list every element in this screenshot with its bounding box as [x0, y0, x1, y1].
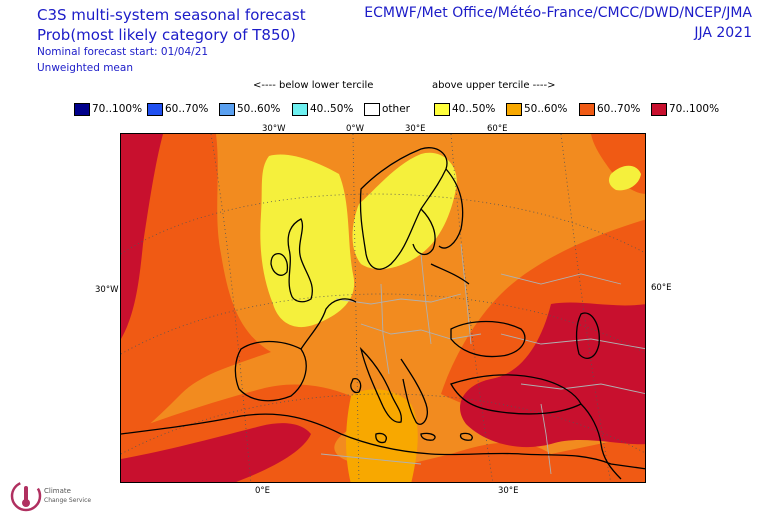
region-red-west	[121, 134, 163, 339]
border-line	[380, 283, 390, 375]
legend-item: 70..100%	[74, 101, 142, 117]
coastline	[375, 432, 387, 444]
coastline	[350, 378, 362, 394]
lon-label-bottom: 30°E	[498, 486, 519, 496]
legend-swatch	[506, 102, 522, 116]
legend-label: 40..50%	[310, 103, 354, 115]
legend-label: 60..70%	[165, 103, 209, 115]
forecast-variable: Prob(most likely category of T850)	[37, 26, 296, 44]
lon-label: 60°E	[487, 124, 508, 134]
mean-type: Unweighted mean	[37, 62, 133, 74]
coastline	[459, 432, 473, 441]
legend-item: 60..70%	[147, 101, 208, 117]
region-yellow-atlantic	[260, 154, 355, 328]
graticule-line	[210, 134, 252, 482]
coastline	[400, 358, 428, 425]
coastline	[420, 432, 436, 441]
legend-swatch	[651, 102, 667, 116]
legend-label: 50..60%	[524, 103, 568, 115]
lat-label-left: 30°W	[95, 285, 119, 295]
region-dark-orange-west	[121, 134, 271, 444]
contributing-centres: ECMWF/Met Office/Météo-France/CMCC/DWD/N…	[364, 5, 752, 21]
map-borders	[320, 243, 645, 475]
legend-label: 70..100%	[92, 103, 143, 115]
coastline	[270, 253, 289, 276]
legend-swatch	[219, 102, 235, 116]
lon-label: 30°E	[405, 124, 426, 134]
legend-swatch	[74, 102, 90, 116]
legend-item: other	[364, 101, 410, 117]
coastline	[430, 263, 470, 285]
copernicus-c3s-logo: Climate Change Service	[4, 478, 104, 518]
border-line	[500, 273, 622, 285]
map-canvas	[121, 134, 645, 482]
legend-swatch	[147, 102, 163, 116]
border-line	[460, 243, 472, 345]
legend: 70..100% 60..70% 50..60% 40..50% other 40..50…	[74, 101, 724, 117]
legend-above-caption: above upper tercile ---->	[432, 80, 556, 91]
thermometer-icon	[22, 486, 30, 507]
border-line	[360, 323, 482, 340]
coastline	[234, 340, 307, 402]
lat-label-right: 60°E	[651, 283, 672, 293]
svg-text:Climate: Climate	[44, 487, 71, 495]
coastline	[121, 413, 645, 470]
legend-swatch	[434, 102, 450, 116]
coastline	[580, 403, 622, 480]
legend-label: 40..50%	[452, 103, 496, 115]
legend-item: 50..60%	[219, 101, 280, 117]
graticule-line	[450, 134, 494, 482]
legend-label: other	[382, 103, 410, 115]
border-line	[335, 293, 462, 305]
legend-item: 60..70%	[579, 101, 640, 117]
lon-label-bottom: 0°E	[255, 486, 271, 496]
map-coastlines	[121, 147, 645, 480]
coastline	[450, 320, 526, 358]
legend-below-caption: <---- below lower tercile	[253, 80, 374, 91]
legend-label: 60..70%	[597, 103, 641, 115]
forecast-title: C3S multi-system seasonal forecast	[37, 6, 306, 24]
legend-label: 50..60%	[237, 103, 281, 115]
legend-swatch	[579, 102, 595, 116]
legend-label: 70..100%	[669, 103, 720, 115]
forecast-map	[120, 133, 646, 483]
coastline	[359, 346, 402, 423]
legend-item: 40..50%	[292, 101, 353, 117]
coastline	[287, 218, 313, 303]
legend-swatch	[292, 102, 308, 116]
legend-item: 40..50%	[434, 101, 495, 117]
border-line	[320, 453, 422, 465]
coastline	[300, 298, 357, 350]
region-yellow-northeast	[608, 165, 641, 191]
lon-label: 0°W	[346, 124, 365, 134]
border-line	[420, 253, 432, 345]
svg-text:Change Service: Change Service	[44, 497, 91, 504]
region-yellow-scandinavia	[352, 152, 457, 270]
legend-item: 50..60%	[506, 101, 567, 117]
border-line	[520, 383, 645, 395]
coastline	[575, 312, 600, 359]
legend-item: 70..100%	[651, 101, 719, 117]
border-line	[500, 333, 645, 350]
graticule-line	[121, 193, 645, 255]
coastline	[438, 168, 464, 249]
coastline	[412, 208, 436, 256]
forecast-start: Nominal forecast start: 01/04/21	[37, 46, 209, 58]
legend-swatch	[364, 102, 380, 116]
region-red-south	[121, 423, 311, 482]
season-label: JJA 2021	[694, 25, 752, 41]
lon-label: 30°W	[262, 124, 286, 134]
